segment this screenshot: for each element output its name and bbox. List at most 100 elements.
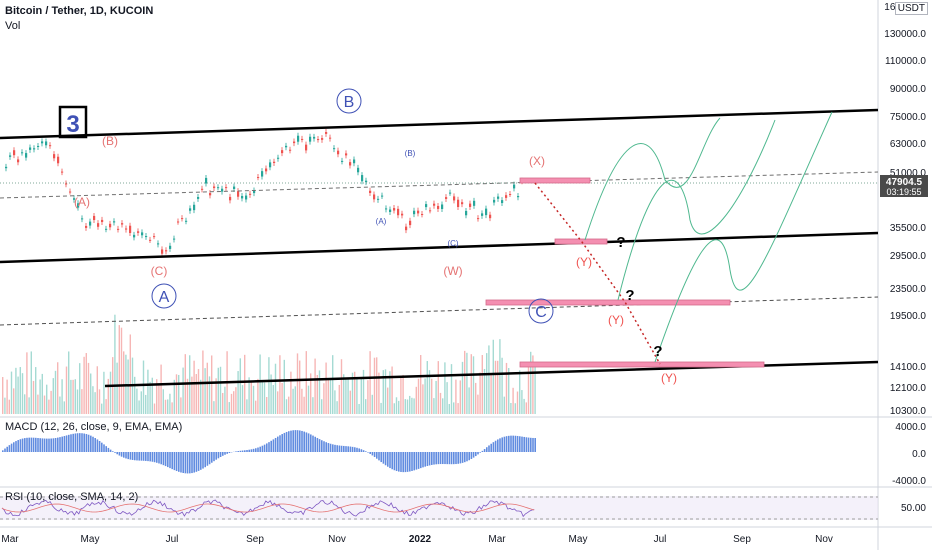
macd-bar <box>48 438 50 452</box>
volume-bar <box>466 352 468 414</box>
volume-bar <box>109 371 112 414</box>
macd-bar <box>189 452 191 474</box>
rsi-label[interactable]: RSI (10, close, SMA, 14, 2) <box>5 491 139 503</box>
macd-bar <box>138 452 140 461</box>
candle-body <box>157 243 160 245</box>
macd-bar <box>398 452 400 472</box>
volume-bar <box>59 396 61 414</box>
volume-bar <box>409 395 411 414</box>
candle-body <box>121 223 124 225</box>
volume-bar <box>197 369 200 414</box>
candle-body <box>389 209 392 213</box>
volume-bar <box>70 379 72 414</box>
candle-body <box>289 149 292 151</box>
volume-bar <box>277 391 279 414</box>
volume-bar <box>17 376 19 414</box>
candle-body <box>193 204 196 211</box>
volume-bar <box>461 361 464 414</box>
volume-bar <box>351 372 354 414</box>
candle-body <box>177 221 180 223</box>
macd-bar <box>305 432 308 452</box>
volume-bar <box>312 397 314 414</box>
volume-bar <box>250 381 252 414</box>
candle-body <box>237 191 240 197</box>
macd-bar <box>422 452 424 468</box>
volume-bar <box>354 371 356 414</box>
volume-bar <box>173 379 175 414</box>
macd-bar <box>409 452 411 472</box>
volume-bar <box>272 385 274 414</box>
macd-bar <box>400 452 402 472</box>
macd-bar <box>43 438 46 452</box>
candle-body <box>61 171 64 173</box>
volume-bar <box>345 378 347 414</box>
volume-bar <box>57 362 59 414</box>
wave-3-box <box>58 105 88 139</box>
volume-bar <box>516 391 519 414</box>
volume-bar <box>305 351 307 414</box>
price-tick-label: 63000.0 <box>890 139 927 150</box>
macd-bar <box>503 436 506 452</box>
macd-bar <box>266 443 268 452</box>
volume-bar <box>347 377 349 414</box>
macd-bar <box>307 433 310 452</box>
volume-bar <box>263 382 266 414</box>
candle-body <box>349 162 352 166</box>
candle-body <box>101 219 104 223</box>
macd-bar <box>39 438 41 452</box>
macd-bar <box>235 451 237 452</box>
volume-bar <box>512 387 514 414</box>
macd-bar <box>389 452 391 469</box>
candle-body <box>13 150 16 156</box>
volume-bar <box>290 371 292 414</box>
macd-bar <box>261 445 264 452</box>
macd-bar <box>50 438 52 452</box>
rsi-line <box>1 499 535 518</box>
volume-bar <box>215 378 217 414</box>
macd-bar <box>112 451 114 452</box>
candle-body <box>293 141 296 144</box>
candle-body <box>137 231 140 233</box>
macd-bar <box>211 452 213 463</box>
macd-label[interactable]: MACD (12, 26, close, 9, EMA, EMA) <box>5 421 183 433</box>
volume-bar <box>186 378 189 414</box>
macd-bar <box>523 436 525 452</box>
macd-bar <box>200 452 202 470</box>
macd-bar <box>437 452 440 465</box>
target-zone <box>519 177 591 184</box>
currency-badge[interactable]: USDT <box>894 2 928 15</box>
candle-body <box>145 236 148 238</box>
volume-bar <box>129 334 131 414</box>
macd-bar <box>224 452 226 455</box>
macd-bar <box>250 449 253 452</box>
candle-body <box>437 205 440 209</box>
candle-body <box>129 225 132 234</box>
candle-body <box>69 191 72 193</box>
candle-body <box>485 208 488 216</box>
macd-bar <box>420 452 422 469</box>
volume-bar <box>349 390 351 414</box>
volume-bar <box>525 402 527 414</box>
macd-bar <box>492 442 495 452</box>
volume-bar <box>147 369 149 414</box>
volume-bar <box>206 362 208 414</box>
time-tick-label: Jul <box>654 534 667 545</box>
sub-wave-label: (Y) <box>576 255 592 269</box>
channel-top-line <box>0 108 879 140</box>
volume-bar <box>274 363 277 414</box>
macd-bar <box>65 435 68 452</box>
macd-bar <box>244 450 246 452</box>
volume-bar <box>395 397 398 414</box>
macd-bar <box>46 438 48 452</box>
macd-bar <box>329 443 332 452</box>
macd-bar <box>340 445 343 452</box>
macd-bar <box>461 452 464 463</box>
macd-bar <box>134 452 136 461</box>
candle-body <box>181 218 184 220</box>
macd-bar <box>215 452 217 460</box>
volume-bar <box>48 399 50 414</box>
time-tick-label: Sep <box>246 534 264 545</box>
volume-bar <box>120 327 123 414</box>
volume-bar <box>490 373 492 414</box>
